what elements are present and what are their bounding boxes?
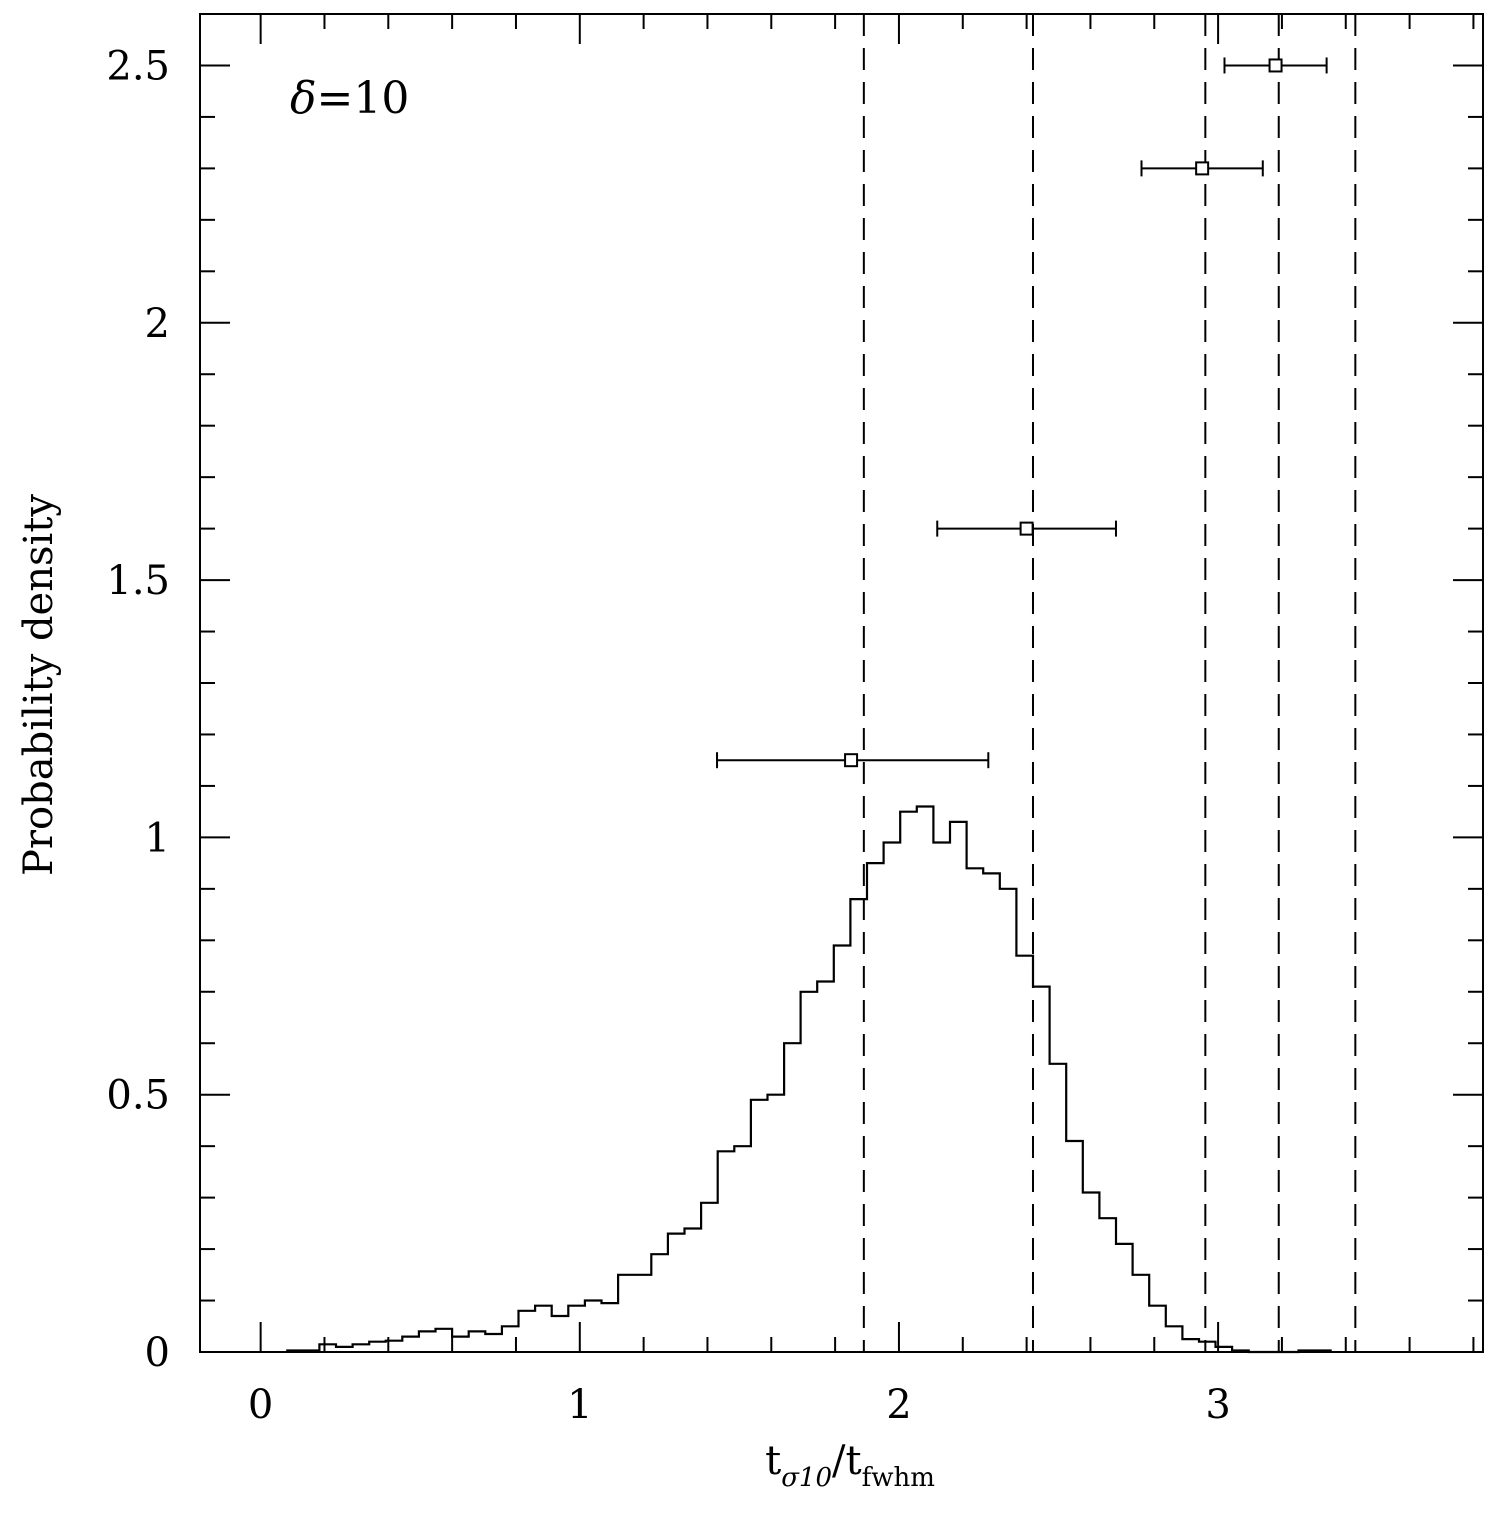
y-tick-label: 1.5 xyxy=(106,558,170,604)
point-marker xyxy=(1019,521,1034,536)
y-axis-label: Probability density xyxy=(16,494,62,876)
histogram-step-line xyxy=(286,805,1332,1354)
x-tick-label: 3 xyxy=(1205,1382,1230,1428)
point-marker xyxy=(1195,161,1210,176)
x-tick-label: 1 xyxy=(567,1382,592,1428)
annotation: δ=10 xyxy=(290,73,409,124)
plot-frame xyxy=(199,13,1484,1353)
histogram xyxy=(286,805,1332,1354)
y-tick-label: 0 xyxy=(145,1330,170,1376)
y-tick-label: 2.5 xyxy=(106,43,170,89)
tick-labels: 0 1 2 3 0 0.5 1 1.5 2 2.5 xyxy=(106,43,1230,1428)
x-tick-label: 2 xyxy=(886,1382,911,1428)
annotation-symbol: δ xyxy=(290,73,317,124)
y-tick-label: 1 xyxy=(145,815,170,861)
point-marker xyxy=(844,753,859,768)
data-point xyxy=(936,520,1117,537)
point-marker xyxy=(1268,58,1283,73)
annotation-text: =10 xyxy=(317,73,410,124)
data-point xyxy=(1223,57,1328,74)
data-points xyxy=(716,57,1328,769)
x-tick-label: 0 xyxy=(248,1382,273,1428)
y-tick-label: 2 xyxy=(145,301,170,347)
plot-area xyxy=(199,13,1484,1353)
data-point xyxy=(1140,160,1264,177)
x-axis-label: tσ10/tfwhm xyxy=(765,1438,935,1493)
y-tick-label: 0.5 xyxy=(106,1073,170,1119)
data-point xyxy=(716,752,990,769)
reference-lines xyxy=(862,14,1357,1352)
tick-marks xyxy=(200,14,1483,1353)
